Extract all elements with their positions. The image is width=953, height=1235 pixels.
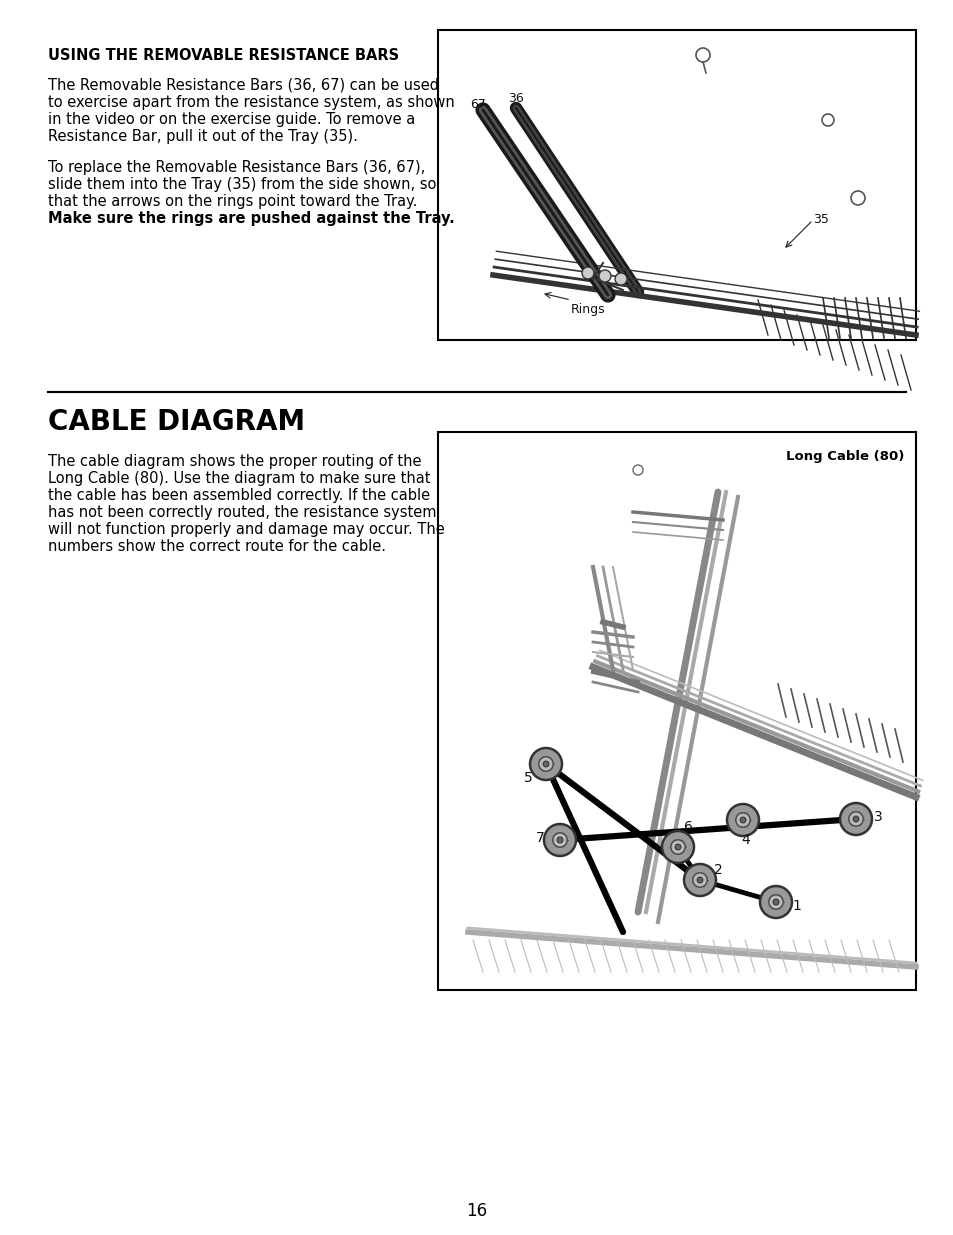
Text: 5: 5 [523,771,532,785]
Text: the cable has been assembled correctly. If the cable: the cable has been assembled correctly. … [48,488,430,503]
Text: The cable diagram shows the proper routing of the: The cable diagram shows the proper routi… [48,454,421,469]
Circle shape [661,831,693,863]
Text: 7: 7 [536,831,544,845]
Text: 1: 1 [791,899,800,913]
Text: USING THE REMOVABLE RESISTANCE BARS: USING THE REMOVABLE RESISTANCE BARS [48,48,398,63]
Text: The Removable Resistance Bars (36, 67) can be used: The Removable Resistance Bars (36, 67) c… [48,78,438,93]
Text: Resistance Bar, pull it out of the Tray (35).: Resistance Bar, pull it out of the Tray … [48,128,357,144]
Text: 3: 3 [873,810,882,824]
Circle shape [848,811,862,826]
Text: in the video or on the exercise guide. To remove a: in the video or on the exercise guide. T… [48,112,415,127]
Text: has not been correctly routed, the resistance system: has not been correctly routed, the resis… [48,505,436,520]
Circle shape [772,899,778,905]
Bar [437,432,915,990]
Text: 6: 6 [683,820,692,834]
Text: 67: 67 [470,98,485,111]
Text: 16: 16 [466,1202,487,1220]
Circle shape [692,873,706,887]
Text: Long Cable (80). Use the diagram to make sure that: Long Cable (80). Use the diagram to make… [48,471,430,487]
Text: Rings: Rings [571,303,605,316]
Text: will not function properly and damage may occur. The: will not function properly and damage ma… [48,522,444,537]
Circle shape [530,748,561,781]
Circle shape [675,844,680,850]
Text: that the arrows on the rings point toward the Tray.: that the arrows on the rings point towar… [48,194,417,209]
Circle shape [683,864,716,897]
Circle shape [735,813,749,827]
Text: 2: 2 [713,863,722,877]
Text: slide them into the Tray (35) from the side shown, so: slide them into the Tray (35) from the s… [48,177,436,191]
Circle shape [852,816,858,821]
Text: CABLE DIAGRAM: CABLE DIAGRAM [48,408,305,436]
Circle shape [552,832,567,847]
Text: numbers show the correct route for the cable.: numbers show the correct route for the c… [48,538,386,555]
Text: Long Cable (80): Long Cable (80) [785,450,903,463]
Circle shape [697,877,702,883]
Text: 36: 36 [507,91,523,105]
Circle shape [598,270,610,282]
Circle shape [760,885,791,918]
Circle shape [557,837,562,842]
Circle shape [542,761,548,767]
Circle shape [543,824,576,856]
Text: 4: 4 [740,832,749,847]
Circle shape [581,267,594,279]
Text: Make sure the rings are pushed against the Tray.: Make sure the rings are pushed against t… [48,211,455,226]
Text: to exercise apart from the resistance system, as shown: to exercise apart from the resistance sy… [48,95,455,110]
Circle shape [615,273,626,285]
Circle shape [840,803,871,835]
Circle shape [670,840,684,855]
Circle shape [538,757,553,771]
Text: To replace the Removable Resistance Bars (36, 67),: To replace the Removable Resistance Bars… [48,161,425,175]
Circle shape [740,818,745,823]
Bar [437,30,915,340]
Circle shape [726,804,759,836]
Text: 35: 35 [812,212,828,226]
Circle shape [768,895,782,909]
